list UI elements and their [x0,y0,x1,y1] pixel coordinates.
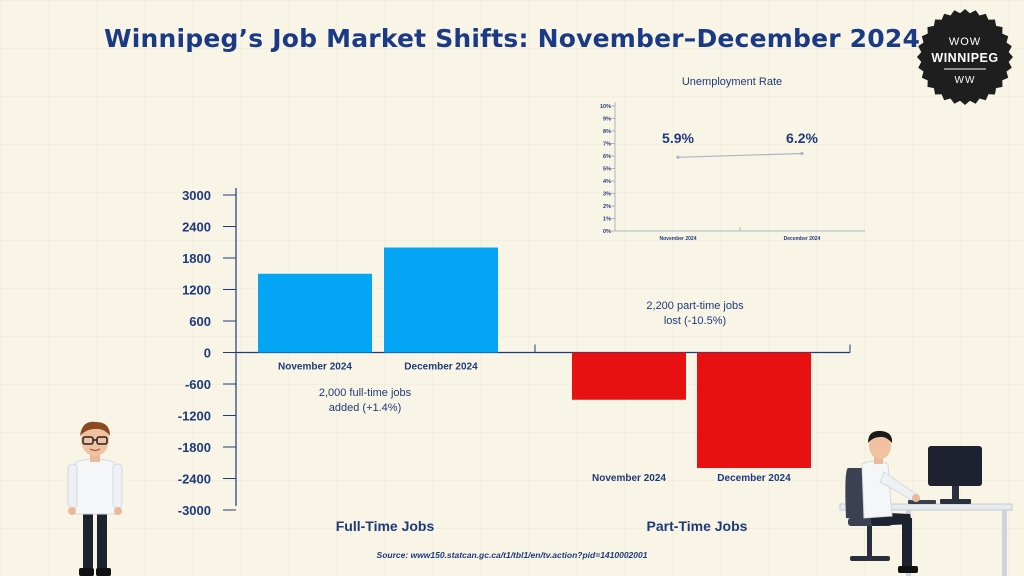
badge-shape [917,9,1013,105]
worker-neck [874,455,883,464]
bar-full-time-0 [258,273,372,353]
monitor-base [940,499,971,504]
left-hand [68,507,76,515]
full-time-annotation: 2,000 full-time jobs added (+1.4%) [290,386,440,416]
worker-face [869,433,891,459]
bar-part-time-0 [572,352,686,400]
x-category-label: November 2024 [278,362,352,373]
monitor-screen [928,446,982,486]
full-time-annotation-line1: 2,000 full-time jobs [318,387,412,399]
chart-title: Winnipeg’s Job Market Shifts: November–D… [103,24,921,53]
inset-y-tick-label: 6% [603,154,611,160]
right-leg [97,508,107,570]
shirt [73,458,117,515]
y-tick-label: -600 [185,377,211,392]
x-category-label: December 2024 [717,473,791,484]
inset-y-tick-label: 0% [603,229,611,235]
inset-y-tick-label: 4% [603,179,611,185]
y-tick-label: 0 [204,346,211,361]
y-tick-label: 600 [189,314,211,329]
chair-base [850,556,890,561]
left-leg [83,508,93,570]
mouth [89,448,101,452]
inset-y-tick-label: 10% [600,104,611,110]
right-hand [114,507,122,515]
y-tick-label: -1200 [178,409,211,424]
right-arm [112,463,123,509]
part-time-annotation: 2,200 part-time jobs lost (-10.5%) [615,299,775,329]
inset-data-label: 5.9% [662,130,694,146]
y-tick-label: 1800 [182,251,211,266]
office-worker-illustration [839,430,1013,576]
neck [90,453,100,462]
inset-series-line [677,152,803,158]
part-time-annotation-line2: lost (-10.5%) [663,315,727,327]
bar-full-time-1 [384,247,498,353]
inset-y-tick-label: 3% [603,192,611,198]
monitor-stand [952,486,959,500]
inset-y-tick-label: 7% [603,142,611,148]
standing-man-illustration [67,421,123,576]
y-tick-label: -2400 [178,472,211,487]
shoe [898,566,918,573]
wow-winnipeg-logo: WOW WINNIPEG WW [917,9,1013,105]
inset-y-tick-label: 1% [603,217,611,223]
right-shoe [96,568,111,576]
bar-part-time-1 [697,352,811,468]
left-arm [67,463,78,509]
inset-y-tick-label: 9% [603,117,611,123]
badge-text-top: WOW [949,36,981,48]
lower-leg [902,518,912,568]
badge-text-bottom: WW [955,75,976,86]
x-category-label: November 2024 [592,473,666,484]
y-tick-label: -3000 [178,503,211,518]
y-tick-label: 1200 [182,283,211,298]
y-tick-label: 2400 [182,220,211,235]
inset-x-label: December 2024 [784,236,821,242]
worker-hand [912,494,920,502]
badge-text-main: WINNIPEG [931,51,998,65]
worker-hair [868,430,893,443]
inset-data-point [800,151,804,156]
worker-shirt [861,460,893,519]
inset-data-point [676,155,680,159]
part-time-annotation-line1: 2,200 part-time jobs [646,300,744,312]
hair [80,421,110,436]
chair-post [867,526,872,558]
left-shoe [79,568,94,576]
source-note: Source: www150.statcan.gc.ca/t1/tbl1/en/… [376,550,648,560]
inset-title: Unemployment Rate [682,76,782,88]
inset-y-tick-label: 5% [603,167,611,173]
inset-y-tick-label: 8% [603,129,611,135]
y-tick-label: -1800 [178,440,211,455]
worker-arm [879,471,917,501]
x-category-label: December 2024 [404,362,478,373]
full-time-group-label: Full-Time Jobs [335,518,435,534]
inset-x-label: November 2024 [660,236,697,242]
desk-leg-right [1002,510,1007,576]
inset-y-tick-label: 2% [603,204,611,210]
part-time-group-label: Part-Time Jobs [646,518,748,534]
inset-data-label: 6.2% [786,130,818,146]
y-tick-label: 3000 [182,188,211,203]
full-time-annotation-line2: added (+1.4%) [328,402,402,414]
